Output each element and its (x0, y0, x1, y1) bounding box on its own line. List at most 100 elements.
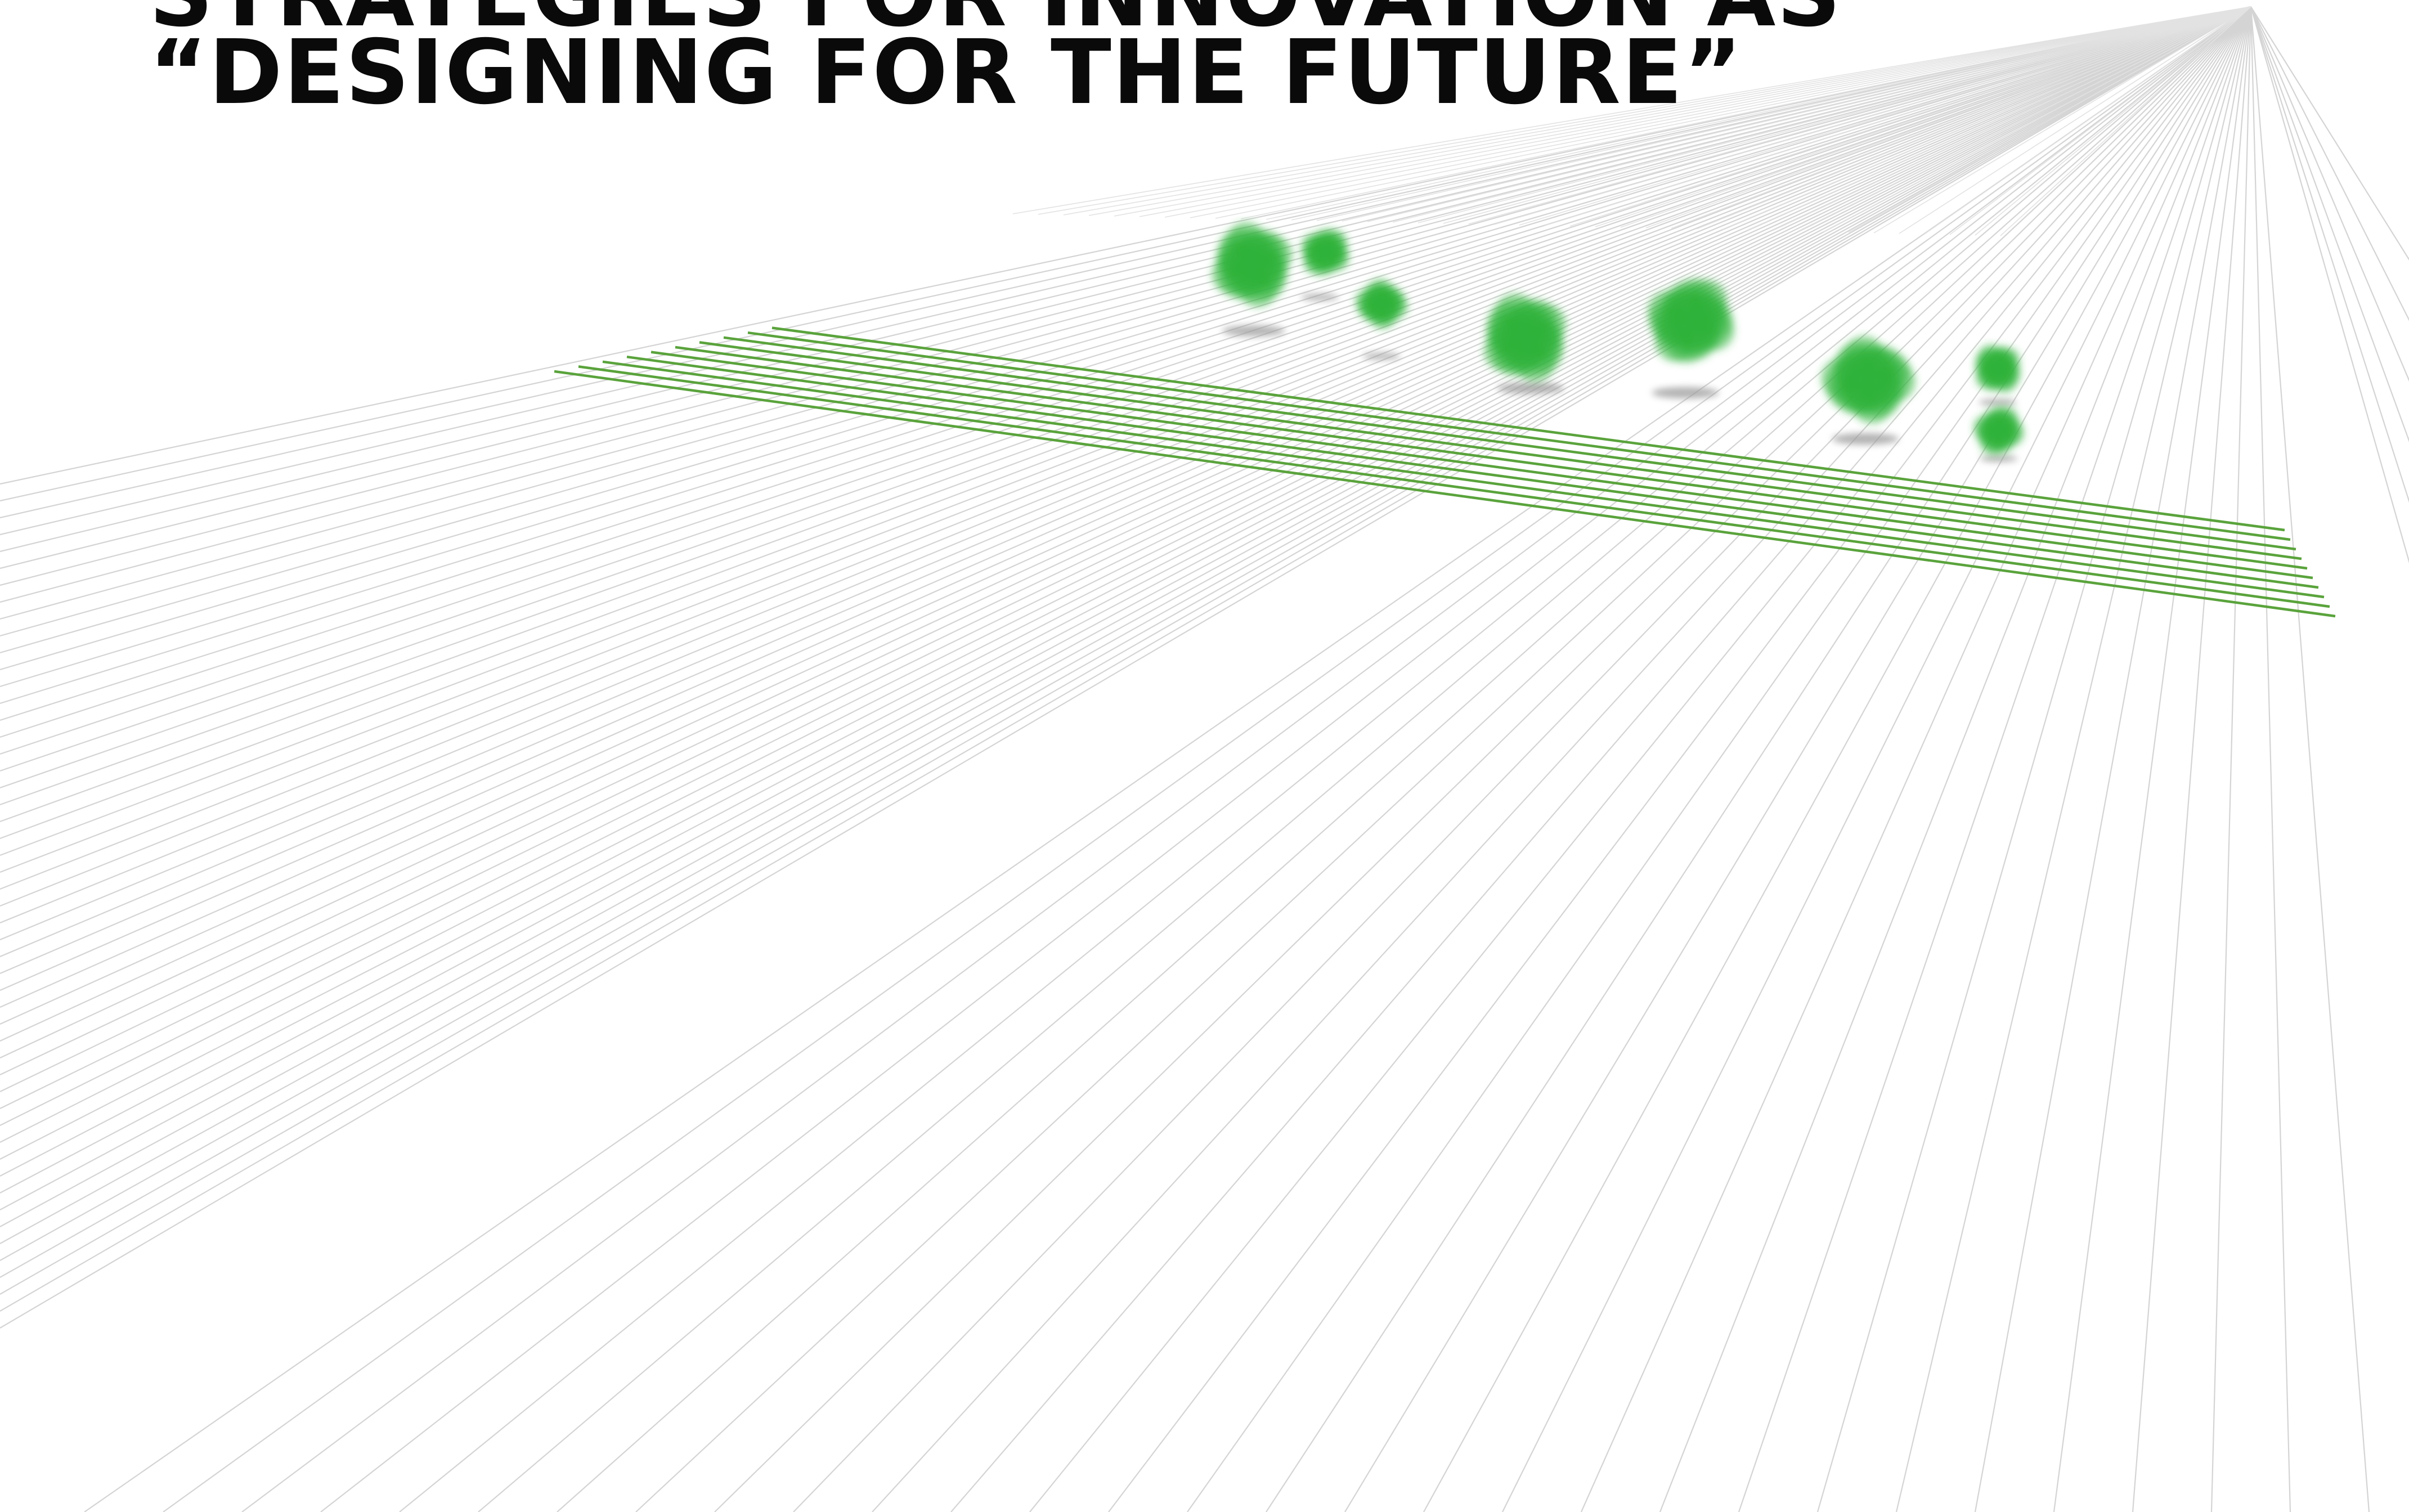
grid-line (0, 6, 2251, 924)
grid-line (0, 6, 2251, 738)
grid-line (950, 6, 2251, 1512)
tree-icon (1648, 279, 1734, 399)
grid-line (1344, 6, 2251, 1512)
grid-line (1392, 6, 2251, 223)
grid-line (1747, 6, 2251, 231)
grid-line (0, 6, 2251, 1109)
grid-line (1696, 6, 2251, 230)
tree-icon (1483, 293, 1567, 394)
grid-line (1266, 6, 2251, 220)
grid-line (1367, 6, 2251, 222)
grid-line (0, 6, 2251, 553)
grid-line (2250, 6, 2409, 261)
grid-line (793, 6, 2251, 1512)
grid-line (0, 6, 2251, 1025)
grid-line (1544, 6, 2251, 226)
green-line (602, 360, 2325, 599)
grid-line (2053, 6, 2252, 1512)
grid-line (1029, 6, 2251, 1512)
grid-line (0, 6, 2251, 1227)
grid-line (1569, 6, 2251, 227)
grid-line (0, 6, 2251, 1210)
grid-line (84, 6, 2251, 1512)
grid-line (1038, 6, 2251, 215)
grid-line (399, 6, 2251, 1512)
grid-line (0, 6, 2251, 485)
green-line (651, 351, 2313, 580)
tree-icon (1973, 406, 2024, 462)
grid-line (478, 6, 2251, 1512)
grid-line (2250, 6, 2409, 443)
grid-line (0, 6, 2251, 1295)
title-line-2: “DESIGNING FOR THE FUTURE” (149, 21, 1743, 124)
grid-line (1975, 6, 2251, 236)
tree-icon (1975, 344, 2021, 406)
grid-line (0, 6, 2251, 840)
grid-line (0, 6, 2251, 1329)
grid-line (0, 6, 2251, 975)
green-line-band (554, 326, 2336, 618)
tree-foliage (1355, 279, 1408, 329)
grid-line (1899, 6, 2251, 234)
tree-foliage (1648, 279, 1734, 363)
grid-line (0, 6, 2251, 569)
grid-line (0, 6, 2251, 856)
green-line (747, 331, 2291, 541)
tree-foliage (1973, 406, 2024, 455)
grid-line (1012, 6, 2251, 214)
green-line (578, 365, 2330, 608)
perspective-grid (0, 6, 2409, 1512)
grid-line (0, 6, 2251, 1042)
grid-line (0, 6, 2251, 941)
tree-foliage (1821, 336, 1915, 424)
grid-line (1895, 6, 2252, 1512)
grid-line (2250, 6, 2409, 564)
grid-line (0, 6, 2251, 1244)
grid-line (0, 6, 2251, 1278)
grid-line (1974, 6, 2252, 1512)
grid-line (1949, 6, 2251, 235)
grid-line (1063, 6, 2251, 216)
grid-line (241, 6, 2251, 1512)
grid-line (1502, 6, 2251, 1512)
grid-line (1738, 6, 2252, 1512)
grid-line (0, 6, 2251, 637)
grid-line (0, 6, 2251, 502)
grid-line (1659, 6, 2252, 1512)
grid-line (0, 6, 2251, 688)
tree-foliage (1483, 293, 1567, 382)
grid-line (0, 6, 2251, 755)
grid-line (1580, 6, 2252, 1512)
grid-line (1816, 6, 2252, 1512)
grid-line (0, 6, 2251, 806)
grid-line (0, 6, 2251, 772)
grid-line (0, 6, 2251, 671)
tree-shadow (1980, 455, 2018, 462)
grid-line (2000, 6, 2251, 236)
grid-line (0, 6, 2251, 603)
grid-line (0, 6, 2251, 1160)
grid-line (0, 6, 2251, 890)
grid-line (2250, 6, 2409, 382)
green-line (771, 326, 2285, 532)
grid-line (1797, 6, 2251, 232)
grid-line (0, 6, 2251, 1075)
green-line (675, 346, 2308, 570)
grid-line (1924, 6, 2251, 235)
grid-line (1190, 6, 2251, 218)
green-line (554, 370, 2336, 618)
tree-icon (1300, 228, 1349, 300)
grid-line (1595, 6, 2251, 227)
grid-line (1823, 6, 2251, 232)
grid-line (1187, 6, 2251, 1512)
tree-icon (1355, 279, 1408, 360)
grid-line (0, 6, 2251, 873)
tree-icon (1821, 336, 1915, 445)
grid-line (0, 6, 2251, 823)
grid-line (1417, 6, 2251, 223)
tree-foliage (1975, 344, 2021, 393)
grid-line (2132, 6, 2252, 1512)
grid-line (0, 6, 2251, 991)
grid-line (320, 6, 2251, 1512)
